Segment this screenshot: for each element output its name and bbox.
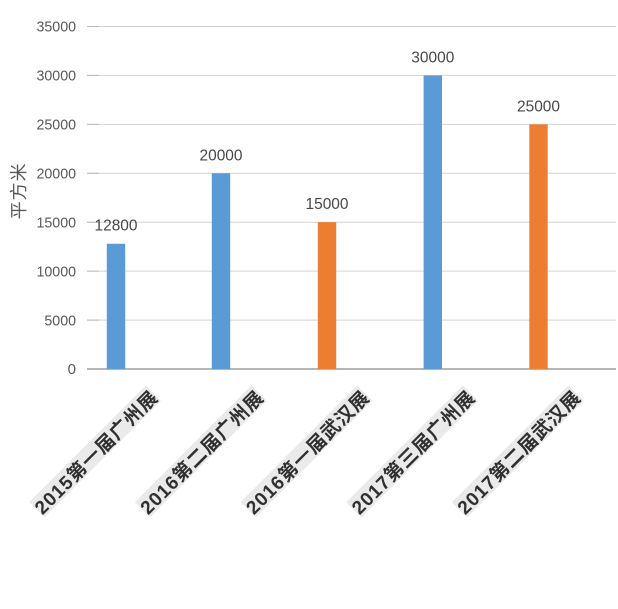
svg-text:15000: 15000 xyxy=(37,214,77,231)
svg-text:20000: 20000 xyxy=(37,165,77,182)
svg-text:15000: 15000 xyxy=(306,196,349,213)
svg-text:30000: 30000 xyxy=(411,49,454,66)
svg-text:25000: 25000 xyxy=(37,117,77,134)
svg-text:10000: 10000 xyxy=(37,263,77,280)
svg-text:0: 0 xyxy=(68,361,76,378)
svg-text:20000: 20000 xyxy=(200,147,243,164)
svg-text:12800: 12800 xyxy=(95,218,138,235)
svg-text:5000: 5000 xyxy=(44,312,76,329)
svg-text:35000: 35000 xyxy=(37,19,77,36)
svg-text:25000: 25000 xyxy=(517,98,560,115)
svg-text:30000: 30000 xyxy=(37,68,77,85)
